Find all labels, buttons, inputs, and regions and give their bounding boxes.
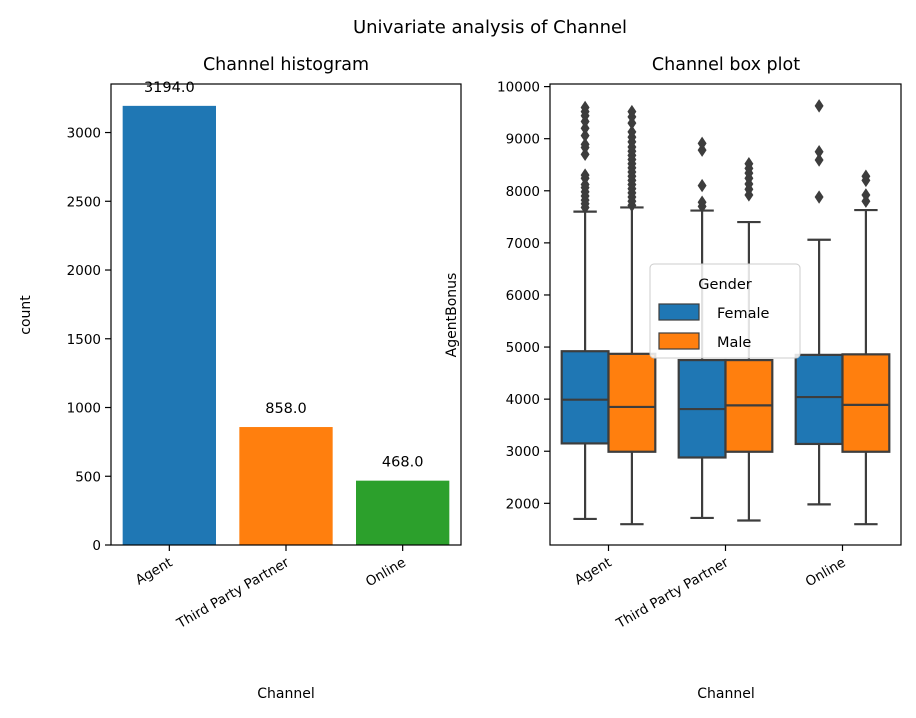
legend-label-male: Male bbox=[717, 335, 751, 351]
iqr-box bbox=[560, 350, 610, 445]
x-tick-label: Online bbox=[363, 555, 409, 591]
outlier-point bbox=[580, 147, 590, 162]
y-tick-label: 8000 bbox=[506, 184, 540, 200]
y-tick-label: 6000 bbox=[506, 288, 540, 304]
x-tick-label: Third Party Partner bbox=[173, 554, 292, 632]
outlier-point bbox=[861, 169, 871, 183]
y-tick-label: 10000 bbox=[497, 80, 540, 96]
histogram-title: Channel histogram bbox=[203, 55, 369, 75]
bar-agent bbox=[122, 105, 216, 546]
box-male-agent bbox=[607, 104, 657, 526]
bar-online bbox=[356, 480, 450, 545]
bar-data-label: 858.0 bbox=[265, 401, 307, 417]
boxplot-panel: Channel box plot Agent Third Party Partne… bbox=[444, 55, 902, 702]
outlier-point bbox=[697, 195, 707, 209]
gender-legend: Gender Female Male bbox=[649, 263, 801, 359]
iqr-box bbox=[794, 353, 844, 446]
outlier-point bbox=[697, 136, 707, 151]
y-tick-label: 2500 bbox=[67, 194, 101, 210]
outlier-point bbox=[814, 190, 824, 204]
histogram-x-axis-label: Channel bbox=[257, 686, 314, 702]
y-tick-label: 0 bbox=[92, 538, 101, 554]
legend-swatch-male bbox=[658, 332, 700, 350]
outlier-point bbox=[814, 153, 824, 167]
outlier-point bbox=[814, 99, 824, 113]
y-tick-label: 1000 bbox=[67, 401, 101, 417]
y-tick-label: 3000 bbox=[67, 126, 101, 142]
outlier-point bbox=[861, 188, 871, 202]
x-tick-label: Agent bbox=[572, 555, 615, 589]
histogram-y-axis-label: count bbox=[18, 295, 34, 335]
y-tick-label: 2000 bbox=[67, 263, 101, 279]
box-female-online bbox=[794, 99, 844, 506]
outlier-point bbox=[627, 104, 637, 119]
bar-data-label: 3194.0 bbox=[144, 80, 195, 96]
outlier-point bbox=[627, 125, 637, 139]
x-tick-label: Online bbox=[803, 555, 849, 591]
x-tick-label: Third Party Partner bbox=[613, 554, 732, 632]
outlier-point bbox=[744, 156, 754, 171]
y-tick-label: 1500 bbox=[67, 332, 101, 348]
boxplot-x-axis-label: Channel bbox=[697, 686, 754, 702]
y-tick-label: 7000 bbox=[506, 236, 540, 252]
boxplot-y-axis-label: AgentBonus bbox=[444, 273, 460, 358]
outlier-point bbox=[580, 137, 590, 152]
outlier-point bbox=[580, 121, 590, 135]
histogram-panel: Channel histogram 3194.0 Agent 858.0 Third … bbox=[18, 55, 462, 702]
outlier-point bbox=[580, 128, 590, 143]
bar-data-label: 468.0 bbox=[382, 455, 424, 471]
box-male-online bbox=[841, 169, 891, 526]
x-tick-label: Agent bbox=[133, 555, 176, 589]
y-tick-label: 3000 bbox=[506, 444, 540, 460]
outlier-point bbox=[814, 144, 824, 159]
y-tick-label: 9000 bbox=[506, 132, 540, 148]
y-tick-label: 5000 bbox=[506, 340, 540, 356]
figure-suptitle: Univariate analysis of Channel bbox=[353, 17, 627, 38]
y-tick-label: 4000 bbox=[506, 392, 540, 408]
legend-title: Gender bbox=[698, 277, 751, 293]
y-tick-label: 2000 bbox=[506, 496, 540, 512]
histogram-plot-area: 3194.0 Agent 858.0 Third Party Partner 468.0… bbox=[67, 80, 462, 632]
boxplot-title: Channel box plot bbox=[652, 55, 800, 75]
outlier-point bbox=[580, 168, 590, 182]
legend-label-female: Female bbox=[717, 306, 770, 322]
histogram-axes-frame bbox=[110, 83, 462, 546]
box-female-agent bbox=[560, 100, 610, 521]
outlier-point bbox=[580, 100, 590, 115]
legend-swatch-female bbox=[658, 303, 700, 321]
boxplot-axes-frame bbox=[549, 83, 902, 546]
iqr-box bbox=[607, 352, 657, 453]
box-female-third-party-partner bbox=[677, 136, 727, 520]
outlier-point bbox=[697, 178, 707, 193]
iqr-box bbox=[841, 353, 891, 453]
y-tick-label: 500 bbox=[75, 469, 101, 485]
outlier-point bbox=[697, 143, 707, 157]
bar-third-party-partner bbox=[239, 427, 333, 545]
